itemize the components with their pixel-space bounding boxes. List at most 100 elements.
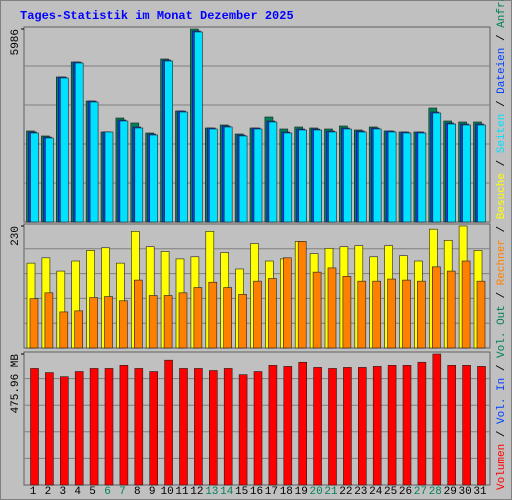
x-tick-label: 16 (250, 486, 263, 498)
bar (164, 60, 173, 223)
bar (194, 31, 203, 223)
bar (134, 127, 144, 223)
bar (104, 296, 113, 349)
bar (134, 279, 143, 349)
x-tick-label: 27 (414, 486, 427, 498)
x-tick-label: 18 (280, 486, 293, 498)
bar (372, 366, 382, 486)
bar (477, 366, 486, 486)
bar (476, 280, 486, 349)
bar (119, 365, 129, 486)
x-tick-label: 24 (369, 486, 383, 498)
bar (209, 128, 218, 223)
bar (387, 278, 396, 349)
bar (29, 298, 39, 349)
bar (268, 121, 278, 223)
x-tick-label: 10 (160, 486, 173, 498)
bar (282, 257, 292, 349)
legend-item: Seiten (496, 114, 508, 154)
bar (343, 128, 352, 223)
bar (74, 371, 84, 486)
bar (149, 134, 158, 223)
bar (447, 123, 457, 223)
bar (432, 353, 442, 486)
bar (253, 128, 263, 223)
x-tick-label: 28 (429, 486, 442, 498)
bar (432, 112, 442, 223)
x-tick-label: 4 (74, 486, 81, 498)
legend-separator: / (496, 219, 508, 239)
bar (45, 137, 54, 223)
bar (178, 292, 188, 349)
bar (208, 281, 218, 349)
bar (328, 131, 337, 223)
bar (431, 266, 441, 349)
x-tick-label: 25 (384, 486, 397, 498)
bar (446, 270, 456, 349)
y-tick-label: 230 (10, 226, 22, 246)
bar (238, 294, 247, 349)
bar (163, 295, 173, 349)
bar (238, 135, 248, 223)
bar (104, 131, 114, 223)
x-tick-label: 2 (45, 486, 52, 498)
bar (209, 370, 218, 486)
legend-item: Besuche (496, 173, 508, 219)
bar (477, 124, 486, 223)
bar (417, 132, 427, 223)
x-tick-label: 23 (354, 486, 367, 498)
bar (59, 77, 69, 223)
bar (89, 368, 99, 486)
bar (44, 292, 54, 349)
bar (283, 132, 293, 223)
legend-item: Vol. Out (496, 305, 508, 358)
x-tick-label: 19 (295, 486, 308, 498)
x-tick-label: 31 (473, 486, 487, 498)
x-tick-label: 22 (339, 486, 352, 498)
x-tick-label: 3 (59, 486, 66, 498)
x-tick-label: 11 (175, 486, 189, 498)
bar (164, 359, 173, 486)
x-tick-label: 8 (134, 486, 141, 498)
x-tick-label: 12 (190, 486, 203, 498)
x-tick-label: 26 (399, 486, 412, 498)
bar (89, 297, 98, 349)
bar (387, 365, 397, 486)
x-tick-label: 17 (265, 486, 278, 498)
chart-title: Tages-Statistik im Monat Dezember 2025 (20, 9, 294, 23)
legend-item: Vol. In (496, 378, 508, 424)
bar (298, 361, 308, 486)
legend: Volumen / Vol. In / Vol. Out / Rechner /… (496, 0, 508, 490)
x-tick-label: 29 (444, 486, 457, 498)
legend-item: Dateien (496, 48, 508, 94)
bar (283, 366, 293, 486)
y-tick-label: 475.96 MB (10, 354, 22, 414)
bar (74, 310, 83, 349)
y-tick-label: 5986 (10, 29, 22, 55)
x-tick-label: 1 (30, 486, 37, 498)
bar (119, 300, 128, 349)
bar (193, 287, 203, 349)
legend-item: Anfragen (496, 0, 508, 28)
bar (417, 361, 427, 486)
bar (148, 295, 158, 349)
x-tick-label: 14 (220, 486, 234, 498)
bar (313, 129, 322, 223)
x-tick-label: 5 (89, 486, 96, 498)
legend-separator: / (496, 153, 508, 173)
bar (179, 111, 188, 223)
bar (328, 368, 337, 486)
bar (74, 62, 84, 223)
bar (447, 365, 457, 486)
legend-separator: / (496, 285, 508, 305)
bar (223, 287, 232, 349)
bar (134, 368, 144, 486)
bar (357, 280, 367, 349)
legend-item: Volumen (496, 444, 508, 490)
bar (343, 367, 352, 486)
legend-item: Rechner (496, 239, 508, 285)
bar (179, 368, 188, 486)
bar (402, 279, 411, 349)
bar (372, 280, 382, 349)
